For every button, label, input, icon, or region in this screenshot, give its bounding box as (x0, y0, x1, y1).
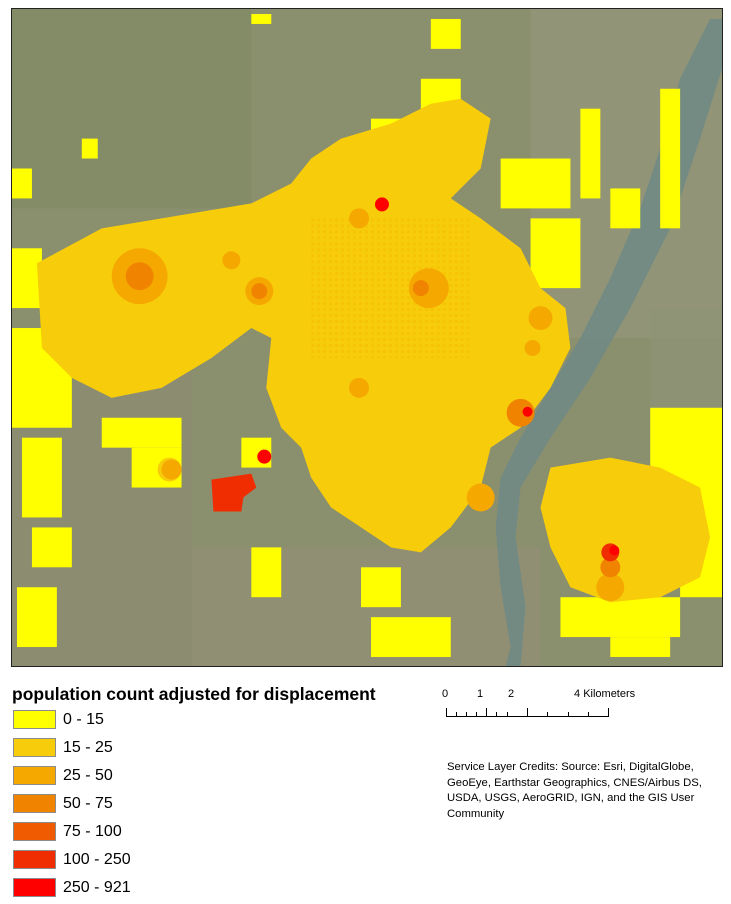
service-layer-credits: Service Layer Credits: Source: Esri, Dig… (447, 761, 702, 820)
legend-label: 25 - 50 (63, 767, 113, 784)
class-15-25-areas (36, 98, 711, 603)
legend-swatch (13, 766, 56, 785)
legend-label: 100 - 250 (63, 851, 131, 868)
legend-swatch (13, 738, 56, 757)
scale-tick-label-4: 4 Kilometers (574, 688, 636, 700)
map-canvas (12, 9, 722, 666)
legend-swatch (13, 822, 56, 841)
legend-label: 15 - 25 (63, 739, 113, 756)
imagery-green-patch (12, 9, 252, 209)
scale-tick-label-0: 0 (442, 688, 449, 700)
scale-unit: Kilometers (583, 688, 636, 700)
class-0-15-areas (12, 13, 722, 658)
legend-label: 50 - 75 (63, 795, 113, 812)
scale-tick-label-2: 2 (508, 688, 515, 700)
scale-bar: 0 1 2 4 Kilometers (440, 688, 640, 728)
legend-title: population count adjusted for displaceme… (12, 684, 376, 704)
legend-swatch (13, 878, 56, 897)
legend-swatch (13, 794, 56, 813)
scale-bar-graphic (446, 708, 609, 717)
class-250-921-areas (257, 197, 620, 556)
legend-swatch (13, 710, 56, 729)
scale-tick-label-1: 1 (477, 688, 484, 700)
satellite-map[interactable] (11, 8, 723, 667)
legend-label: 75 - 100 (63, 823, 122, 840)
legend-swatch (13, 850, 56, 869)
class-50-75-areas (125, 262, 621, 578)
legend-label: 0 - 15 (63, 711, 104, 728)
legend-label: 250 - 921 (63, 879, 131, 896)
